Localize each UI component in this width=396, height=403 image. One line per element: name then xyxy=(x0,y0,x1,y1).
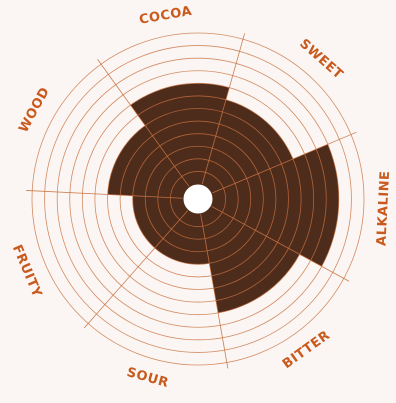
grid-spoke xyxy=(210,205,350,282)
category-label-wood: WOOD xyxy=(16,85,53,135)
bar-layer xyxy=(107,83,339,313)
bar-wood xyxy=(107,125,190,199)
category-label-sour: SOUR xyxy=(125,365,170,391)
category-label-sweet: SWEET xyxy=(296,36,346,82)
grid-ring xyxy=(69,70,327,328)
grid-ring xyxy=(144,145,252,253)
grid-ring xyxy=(170,171,226,227)
category-label-alkaline: ALKALINE xyxy=(374,170,393,246)
grid-spoke xyxy=(211,131,357,194)
category-label-fruity: FRUITY xyxy=(9,243,44,300)
grid-spoke xyxy=(201,33,245,185)
category-label-cocoa: COCOA xyxy=(138,4,193,28)
grid-ring xyxy=(44,45,352,353)
bar-sweet xyxy=(202,99,293,194)
grid-ring xyxy=(31,32,365,366)
bar-cocoa xyxy=(130,83,230,187)
center-hole xyxy=(182,183,214,215)
grid-ring xyxy=(56,57,340,341)
grid-layer xyxy=(26,32,365,369)
grid-spoke xyxy=(97,59,190,188)
grid-spoke xyxy=(26,190,184,199)
grid-ring xyxy=(81,82,315,316)
bar-alkaline xyxy=(211,144,339,267)
bar-sour xyxy=(154,210,210,265)
category-label-bitter: BITTER xyxy=(280,328,333,372)
grid-ring xyxy=(157,158,239,240)
grid-ring xyxy=(107,108,289,290)
bar-bitter xyxy=(200,206,300,313)
grid-spoke xyxy=(200,213,229,369)
bar-fruity xyxy=(132,195,189,248)
grid-ring xyxy=(119,120,277,278)
grid-ring xyxy=(94,95,302,303)
grid-spoke xyxy=(83,209,189,329)
grid-ring xyxy=(132,133,264,265)
